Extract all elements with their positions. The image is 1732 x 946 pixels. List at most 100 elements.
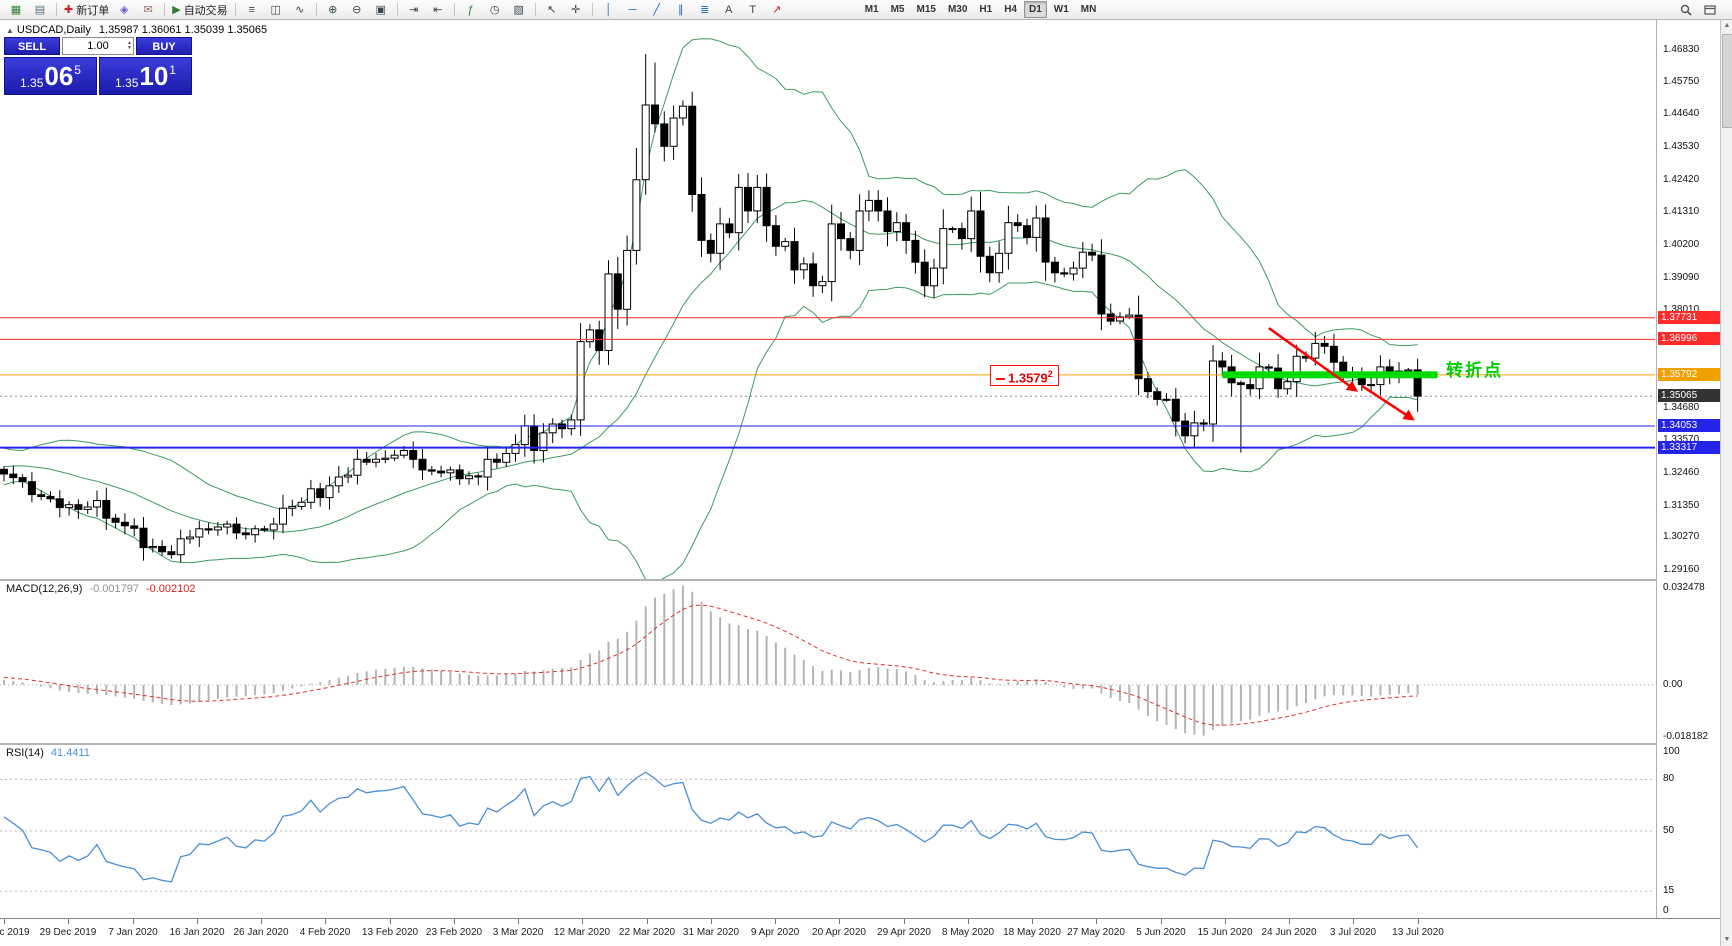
price-tick-label: 1.44640 — [1663, 108, 1700, 119]
tile-windows-icon[interactable]: ▣ — [369, 1, 393, 19]
timeframe-d1-button[interactable]: D1 — [1024, 1, 1047, 18]
panel-separator[interactable] — [0, 579, 1720, 581]
price-tick-label: 1.42420 — [1663, 174, 1700, 185]
time-tick — [904, 919, 905, 924]
new-order-button[interactable]: ✚ 新订单 — [61, 1, 112, 19]
ask-main: 1.35 — [115, 76, 139, 90]
auto-scroll-icon[interactable]: ⇥ — [402, 1, 426, 19]
chart-window[interactable]: 1.46830 1.45750 1.44640 1.43530 1.42420 1.413… — [0, 20, 1732, 946]
panel-separator[interactable] — [0, 743, 1720, 745]
text-icon[interactable]: A — [717, 1, 741, 19]
time-label: 22 Mar 2020 — [618, 927, 676, 938]
timeframe-bar: M1 M5 M15 M30 H1 H4 D1 W1 MN — [859, 1, 1103, 18]
bar-chart-icon[interactable]: ≡ — [240, 1, 264, 19]
time-tick — [1161, 919, 1162, 924]
time-label: 13 Jul 2020 — [1392, 927, 1444, 938]
rsi-chart-svg[interactable] — [0, 745, 1655, 917]
sell-button[interactable]: SELL — [4, 37, 60, 55]
line-chart-icon[interactable]: ∿ — [288, 1, 312, 19]
time-tick — [1289, 919, 1290, 924]
toolbar-separator — [164, 3, 166, 16]
new-chart-icon: ▦ — [10, 3, 22, 16]
flag-dash-icon — [996, 377, 1005, 380]
scroll-up-icon[interactable]: ▲ — [1723, 22, 1731, 29]
periods-icon[interactable]: ◷ — [483, 1, 507, 19]
time-label: 9 Dec 2019 — [0, 927, 30, 938]
rsi-line — [3, 771, 1419, 883]
spinner-down-icon[interactable]: ▼ — [127, 45, 132, 51]
timeframe-mn-button[interactable]: MN — [1080, 4, 1097, 15]
candlestick-chart-icon[interactable]: ◫ — [264, 1, 288, 19]
indicators-icon[interactable]: ƒ — [459, 1, 483, 19]
timeframe-m30-button[interactable]: M30 — [947, 4, 968, 15]
cursor-icon[interactable]: ↖ — [540, 1, 564, 19]
time-label: 29 Apr 2020 — [877, 927, 931, 938]
fibonacci-icon[interactable]: ≣ — [693, 1, 717, 19]
zoom-in-icon[interactable]: ⊕ — [321, 1, 345, 19]
time-tick — [133, 919, 134, 924]
new-window-icon[interactable] — [1698, 1, 1722, 19]
turning-point-label[interactable]: 转折点 — [1446, 361, 1503, 380]
arrow-tools-icon[interactable]: ↗ — [765, 1, 789, 19]
vertical-scrollbar[interactable]: ▲ ▼ — [1720, 20, 1732, 946]
autotrading-button-label: 自动交易 — [183, 4, 228, 17]
spinner-up-icon[interactable]: ▲ — [127, 40, 132, 46]
time-label: 24 Jun 2020 — [1261, 927, 1317, 938]
timeframe-m5-button[interactable]: M5 — [890, 4, 905, 15]
label-icon: T — [749, 3, 757, 16]
timeframe-m15-button[interactable]: M15 — [916, 4, 936, 15]
alerts-icon[interactable]: ✉ — [136, 1, 160, 19]
scrollbar-thumb[interactable] — [1722, 34, 1732, 128]
macd-chart-svg[interactable] — [0, 581, 1655, 743]
time-label: 26 Jan 2020 — [233, 927, 289, 938]
macd-value-signal: -0.002102 — [145, 583, 196, 595]
templates-icon[interactable]: ▧ — [507, 1, 531, 19]
macd-value-main: -0.001797 — [89, 583, 139, 595]
timeframe-h4-button[interactable]: H4 — [1004, 4, 1017, 15]
symbol-ohlc: 1.35987 1.36061 1.35039 1.35065 — [98, 24, 268, 36]
macd-axis-label: 0.032478 — [1663, 582, 1705, 593]
time-label: 23 Feb 2020 — [425, 927, 483, 938]
zoom-out-icon[interactable]: ⊖ — [345, 1, 369, 19]
profiles-icon[interactable]: ▤ — [28, 1, 52, 19]
time-tick — [582, 919, 583, 924]
rsi-label: RSI(14) 41.4411 — [6, 747, 97, 759]
time-tick — [518, 919, 519, 924]
toolbar-separator — [234, 3, 236, 16]
search-icon[interactable] — [1674, 1, 1698, 19]
buy-button[interactable]: BUY — [136, 37, 192, 55]
time-axis[interactable]: 9 Dec 2019 29 Dec 2019 7 Jan 2020 16 Jan 20… — [0, 918, 1720, 946]
price-flag[interactable]: 1.35792 — [990, 365, 1059, 386]
price-tick-label: 1.33570 — [1663, 434, 1700, 445]
label-icon[interactable]: T — [741, 1, 765, 19]
volume-input[interactable]: 1.00 ▲ ▼ — [62, 37, 134, 55]
rsi-axis-label: 100 — [1663, 746, 1680, 757]
volume-spinner[interactable]: ▲ ▼ — [127, 38, 132, 54]
autotrading-button[interactable]: ▶ 自动交易 — [169, 1, 230, 19]
scroll-down-icon[interactable]: ▼ — [1723, 936, 1731, 943]
rsi-axis-label: 80 — [1663, 773, 1675, 784]
time-label: 27 May 2020 — [1067, 927, 1125, 938]
price-chart-svg[interactable] — [0, 20, 1655, 579]
channel-icon[interactable]: ∥ — [669, 1, 693, 19]
price-tick-label: 1.32460 — [1663, 467, 1700, 478]
chart-shift-icon[interactable]: ⇤ — [426, 1, 450, 19]
timeframe-m1-button[interactable]: M1 — [864, 4, 879, 15]
timeframe-h1-button[interactable]: H1 — [979, 4, 993, 15]
expert-advisors-icon[interactable]: ◈ — [112, 1, 136, 19]
bollinger-bands — [3, 38, 1418, 579]
bid-price[interactable]: 1.35 06 5 — [4, 57, 97, 95]
trendline-icon[interactable]: ╱ — [645, 1, 669, 19]
alerts-icon: ✉ — [143, 3, 153, 16]
vertical-line-icon[interactable]: │ — [597, 1, 621, 19]
ask-price[interactable]: 1.35 10 1 — [99, 57, 192, 95]
price-axis[interactable]: 1.46830 1.45750 1.44640 1.43530 1.42420 1.413… — [1656, 20, 1721, 918]
toolbar-left: ▦ ▤ ✚ 新订单 ◈ ✉ ▶ 自动交易 ≡ ◫ ∿ ⊕ ⊖ ▣ ⇥ ⇤ ƒ ◷ ▧ ↖ ✛ │ ─ ╱ ∥ ≣ A T ↗ — [4, 1, 789, 19]
crosshair-icon[interactable]: ✛ — [564, 1, 588, 19]
horizontal-line-icon[interactable]: ─ — [621, 1, 645, 19]
toolbar: ▦ ▤ ✚ 新订单 ◈ ✉ ▶ 自动交易 ≡ ◫ ∿ ⊕ ⊖ ▣ ⇥ ⇤ ƒ ◷ ▧ ↖ ✛ │ ─ ╱ ∥ ≣ A T ↗ M1 M5 M… — [0, 0, 1732, 20]
timeframe-w1-button[interactable]: W1 — [1053, 4, 1069, 15]
toolbar-separator — [56, 3, 57, 16]
price-tick-label: 1.29160 — [1663, 564, 1700, 575]
new-chart-icon[interactable]: ▦ — [4, 1, 28, 19]
